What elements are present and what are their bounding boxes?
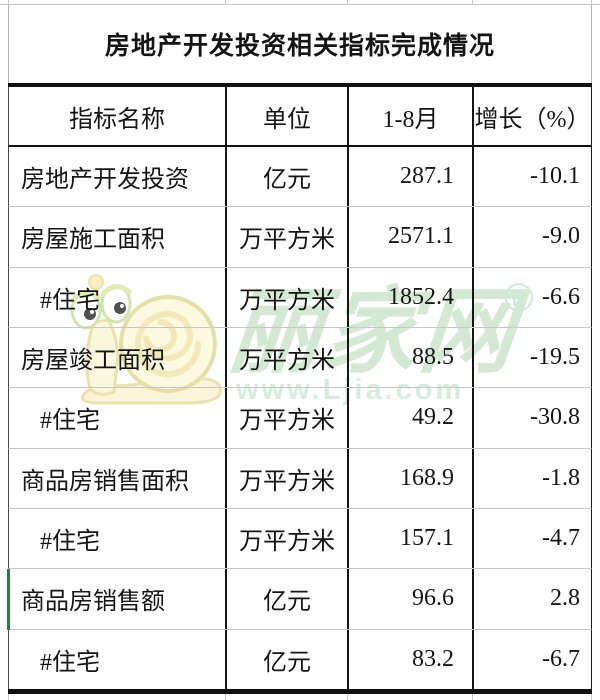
growth-cell: -6.7 [472,629,591,689]
value-cell: 157.1 [347,508,472,569]
value-cell: 287.1 [347,147,472,207]
growth-cell: -9.0 [472,207,591,267]
unit-cell: 万平方米 [225,327,347,388]
column-header-indicator: 指标名称 [69,106,165,133]
indicator-name-cell: 商品房销售面积 [21,468,189,495]
growth-cell: 2.8 [472,569,591,629]
value-cell: 96.6 [347,569,472,629]
gridline-stub [591,0,592,4]
indicator-name-cell: 商品房销售额 [21,589,165,616]
unit-cell: 万平方米 [225,207,347,267]
table-title: 房地产开发投资相关指标完成情况 [8,5,592,83]
gridline-stub [347,694,348,700]
indicator-name-cell: #住宅 [40,529,100,556]
column-header-unit: 单位 [225,87,347,145]
table-row: 商品房销售额 亿元 96.6 2.8 [8,569,592,630]
gridline-stub [591,694,592,700]
gridline-stub [225,0,226,4]
value-cell: 168.9 [347,448,472,508]
row-selection-indicator [7,569,10,630]
indicator-name-cell: #住宅 [40,408,100,435]
table-row: #住宅 万平方米 157.1 -4.7 [8,508,592,570]
growth-cell: -19.5 [472,327,591,388]
table-body: 房地产开发投资 亿元 287.1 -10.1 房屋施工面积 万平方米 2571.… [8,147,592,689]
gridline-stub [8,0,9,4]
indicator-name-cell: 房屋竣工面积 [21,348,165,375]
unit-cell: 万平方米 [225,267,347,327]
unit-cell: 亿元 [225,569,347,629]
unit-cell: 万平方米 [225,388,347,448]
unit-cell: 万平方米 [225,508,347,569]
title-divider [8,83,592,87]
table-row: 商品房销售面积 万平方米 168.9 -1.8 [8,448,592,509]
value-cell: 2571.1 [347,207,472,267]
gridline-stub [472,0,473,4]
value-cell: 49.2 [347,388,472,448]
table-row: 房地产开发投资 亿元 287.1 -10.1 [8,147,592,208]
growth-cell: -10.1 [472,147,591,207]
value-cell: 1852.4 [347,267,472,327]
table-row: 房屋施工面积 万平方米 2571.1 -9.0 [8,207,592,268]
indicators-table: 房地产开发投资相关指标完成情况 指标名称 单位 1-8月 增长（%） 房地产开发… [8,5,592,694]
value-cell: 83.2 [347,629,472,689]
table-row: 房屋竣工面积 万平方米 88.5 -19.5 [8,327,592,389]
snail-mascot-icon [70,274,222,405]
column-header-period: 1-8月 [347,87,472,145]
table-bottom-rule [8,689,592,694]
gridline-stub [472,694,473,700]
unit-cell: 万平方米 [225,448,347,508]
gridline-stub [8,694,9,700]
growth-cell: -4.7 [472,508,591,569]
value-cell: 88.5 [347,327,472,388]
gridline-stub [225,694,226,700]
table-row: #住宅 万平方米 49.2 -30.8 [8,388,592,449]
growth-cell: -6.6 [472,267,591,327]
growth-cell: -30.8 [472,388,591,448]
indicator-name-cell: #住宅 [40,287,100,314]
unit-cell: 亿元 [225,629,347,689]
indicator-name-cell: 房屋施工面积 [21,227,165,254]
unit-cell: 亿元 [225,147,347,207]
column-header-growth: 增长（%） [472,87,591,145]
table-header-row: 指标名称 单位 1-8月 增长（%） [8,87,592,147]
indicator-name-cell: 房地产开发投资 [21,167,189,194]
indicator-name-cell: #住宅 [40,649,100,676]
growth-cell: -1.8 [472,448,591,508]
table-row: #住宅 亿元 83.2 -6.7 [8,629,592,689]
top-gridline [0,4,600,5]
gridline-stub [347,0,348,4]
registered-trademark-icon: ® [504,276,534,320]
table-row: #住宅 万平方米 1852.4 -6.6 [8,267,592,328]
